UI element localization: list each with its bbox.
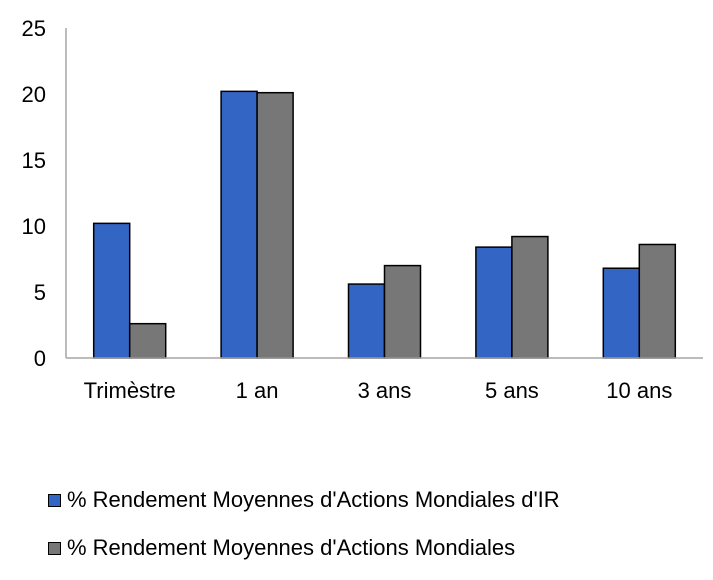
x-category-label: 3 ans [358,378,412,403]
bar-series-1-3 [347,283,386,359]
y-tick-label: 15 [22,148,46,173]
x-category-label: 10 ans [606,378,672,403]
x-axis-category-labels: Trimèstre 1 an 3 ans 5 ans 10 ans [84,378,673,403]
legend-swatch-world [48,541,61,555]
bar-series-1-1 [92,222,131,359]
bar-series-1-5 [602,267,641,359]
legend-label-world: % Rendement Moyennes d'Actions Mondiales [67,535,516,560]
bar-series-1-2 [220,90,258,359]
bar-series-2-3 [383,264,422,359]
bar-series-2-2 [256,91,294,359]
legend-label-ir: % Rendement Moyennes d'Actions Mondiales… [67,487,560,512]
y-tick-label: 25 [22,16,46,41]
bar-series-2-1 [128,322,167,359]
y-axis-tick-labels: 0 5 10 15 20 25 [22,16,46,371]
legend: % Rendement Moyennes d'Actions Mondiales… [48,484,560,580]
legend-item-world: % Rendement Moyennes d'Actions Mondiales [48,532,560,564]
y-tick-label: 5 [34,280,46,305]
bar-series-1-4 [475,246,513,359]
legend-swatch-ir [48,493,61,507]
bar-series-2-4 [511,235,549,359]
bar-marks [92,90,677,359]
x-category-label: 5 ans [485,378,539,403]
x-category-label: Trimèstre [84,378,176,403]
x-category-label: 1 an [236,378,279,403]
y-tick-label: 0 [34,346,46,371]
bar-series-2-5 [638,243,677,359]
y-tick-label: 20 [22,82,46,107]
legend-item-ir: % Rendement Moyennes d'Actions Mondiales… [48,484,560,516]
y-tick-label: 10 [22,214,46,239]
